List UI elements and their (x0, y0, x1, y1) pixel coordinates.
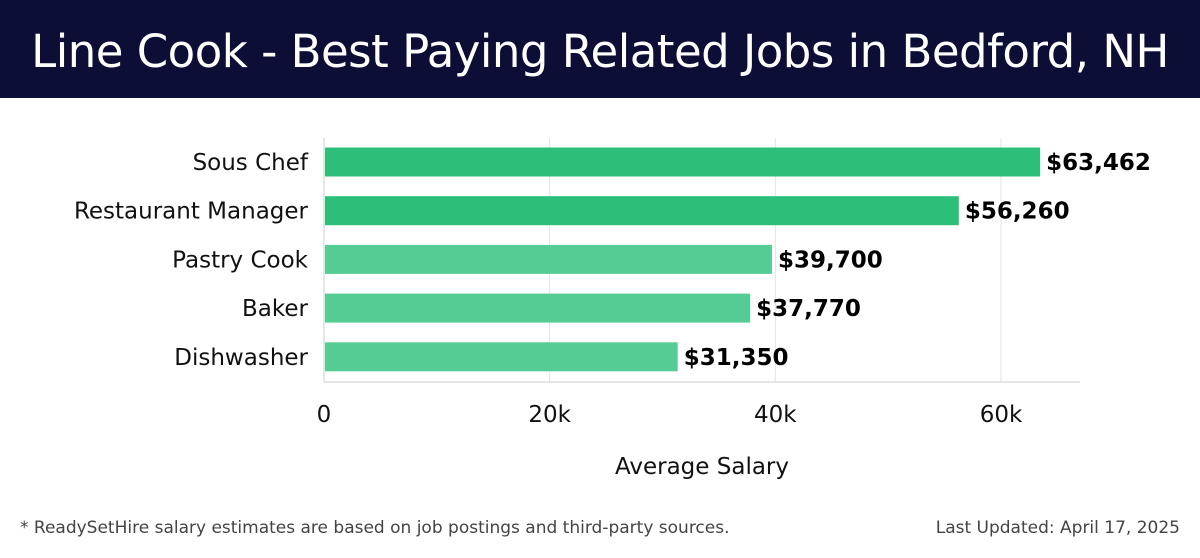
x-tick-label: 40k (754, 402, 797, 428)
x-tick-label: 60k (980, 402, 1023, 428)
bars (325, 147, 1041, 372)
value-labels: $63,462 $56,260 $39,700 $37,770 $31,350 (684, 150, 1151, 371)
x-tick-label: 20k (528, 402, 571, 428)
bar (325, 342, 678, 372)
bar (325, 293, 751, 323)
x-axis-label: Average Salary (615, 454, 789, 480)
page-title: Line Cook - Best Paying Related Jobs in … (31, 25, 1169, 78)
last-updated: Last Updated: April 17, 2025 (935, 518, 1180, 538)
value-label: $56,260 (965, 199, 1070, 225)
value-label: $31,350 (684, 345, 789, 371)
category-label: Restaurant Manager (74, 199, 309, 225)
value-label: $63,462 (1046, 150, 1151, 176)
category-label: Sous Chef (193, 150, 309, 176)
category-label: Pastry Cook (172, 247, 309, 273)
header-banner: Line Cook - Best Paying Related Jobs in … (0, 0, 1200, 98)
category-label: Dishwasher (174, 345, 308, 371)
x-tick-label: 0 (317, 402, 332, 428)
bar (325, 196, 959, 226)
category-label: Baker (242, 296, 309, 322)
bar (325, 147, 1041, 177)
value-label: $37,770 (756, 296, 861, 322)
footnote: * ReadySetHire salary estimates are base… (20, 518, 730, 538)
bar (325, 244, 772, 274)
x-tick-labels: 0 20k 40k 60k (317, 402, 1023, 428)
category-labels: Sous Chef Restaurant Manager Pastry Cook Ba… (74, 150, 309, 371)
salary-bar-chart: Sous Chef Restaurant Manager Pastry Cook Ba… (74, 138, 1151, 480)
value-label: $39,700 (778, 247, 883, 273)
